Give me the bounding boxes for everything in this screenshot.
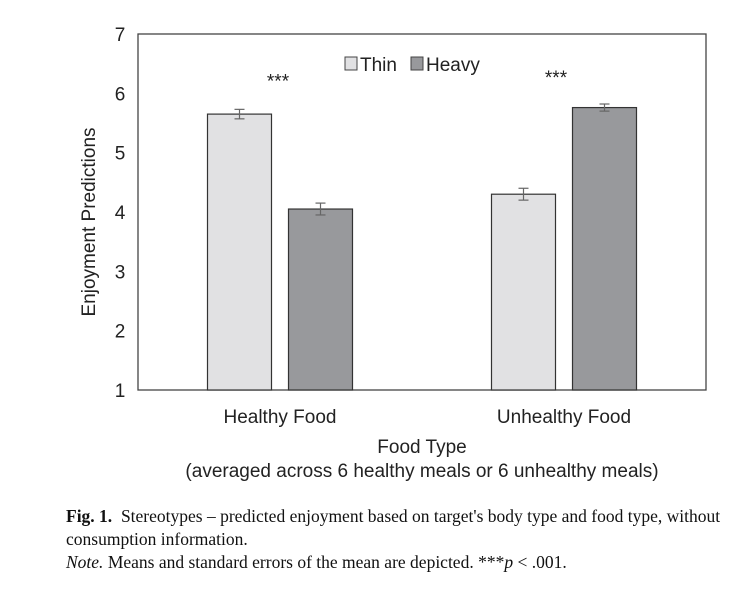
y-tick-label: 2: [115, 322, 126, 343]
y-axis-label: Enjoyment Predictions: [79, 127, 100, 316]
note-tail: < .001.: [513, 552, 567, 572]
caption-label: Fig. 1.: [66, 506, 113, 526]
significance-label: ***: [267, 71, 290, 92]
x-axis-sublabel: (averaged across 6 healthy meals or 6 un…: [185, 461, 658, 482]
y-tick-label: 6: [115, 84, 126, 105]
y-tick-label: 3: [115, 262, 126, 283]
legend-swatch-heavy: [410, 56, 424, 71]
bar-chart: 1 2 3 4 5 6 7 *** *** Thin Heavy Enjoyment Pred…: [79, 25, 707, 482]
y-tick-label: 5: [115, 144, 126, 165]
bar-thin: [206, 113, 273, 391]
note-label: Note.: [66, 552, 104, 572]
x-tick-label-unhealthy: Unhealthy Food: [497, 407, 631, 428]
legend-label-heavy: Heavy: [426, 55, 480, 76]
note-text: Means and standard errors of the mean ar…: [107, 552, 505, 572]
bar-heavy: [571, 106, 638, 391]
y-tick-label: 4: [115, 203, 126, 224]
x-tick-label-healthy: Healthy Food: [223, 407, 336, 428]
note-p: p: [504, 552, 514, 572]
bar-heavy: [287, 208, 354, 391]
significance-label: ***: [545, 68, 568, 89]
y-tick-label: 1: [115, 381, 126, 402]
figure-caption: Fig. 1. Stereotypes – predicted enjoymen…: [66, 505, 731, 574]
y-tick-label: 7: [115, 25, 126, 46]
x-axis-label: Food Type: [377, 437, 466, 458]
caption-text: Stereotypes – predicted enjoyment based …: [66, 506, 721, 549]
legend: Thin Heavy: [344, 55, 480, 76]
bar-thin: [490, 193, 557, 391]
legend-label-thin: Thin: [360, 55, 397, 76]
legend-swatch-thin: [344, 56, 358, 71]
